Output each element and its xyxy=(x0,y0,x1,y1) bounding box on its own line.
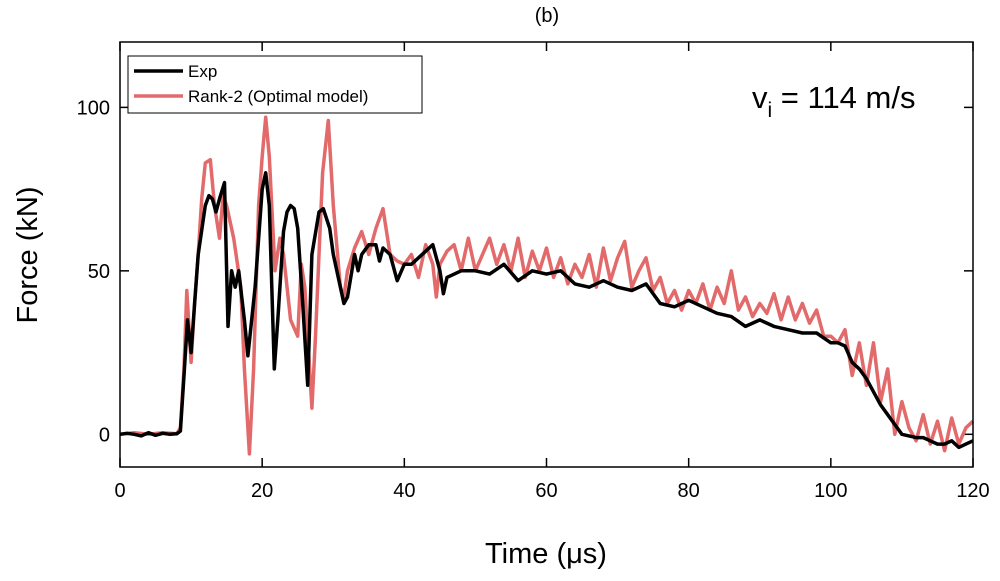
x-axis-label: Time (μs) xyxy=(485,538,607,570)
y-tick-label: 100 xyxy=(77,97,110,119)
line-series xyxy=(119,171,974,450)
x-tick-label: 100 xyxy=(814,480,847,502)
annotation: vi = 114 m/s xyxy=(752,80,915,122)
plot-frame xyxy=(119,41,974,468)
x-tick-label: 60 xyxy=(535,480,557,502)
x-tick-label: 40 xyxy=(393,480,415,502)
x-tick-label: 20 xyxy=(251,480,273,502)
legend-box xyxy=(127,55,423,114)
chart-title: (b) xyxy=(535,5,559,27)
y-axis-label: Force (kN) xyxy=(12,187,44,324)
annotation-sub: i xyxy=(768,99,773,122)
x-tick-label: 80 xyxy=(678,480,700,502)
line-series xyxy=(119,115,975,456)
annotation-main: v xyxy=(752,80,768,115)
annotation-rest: = 114 m/s xyxy=(772,80,915,115)
y-tick-label: 0 xyxy=(99,424,110,446)
legend-label: Rank-2 (Optimal model) xyxy=(188,87,368,106)
legend-label: Exp xyxy=(188,62,217,81)
y-tick-label: 50 xyxy=(88,261,110,283)
x-tick-label: 120 xyxy=(956,480,989,502)
x-tick-label: 0 xyxy=(114,480,125,502)
